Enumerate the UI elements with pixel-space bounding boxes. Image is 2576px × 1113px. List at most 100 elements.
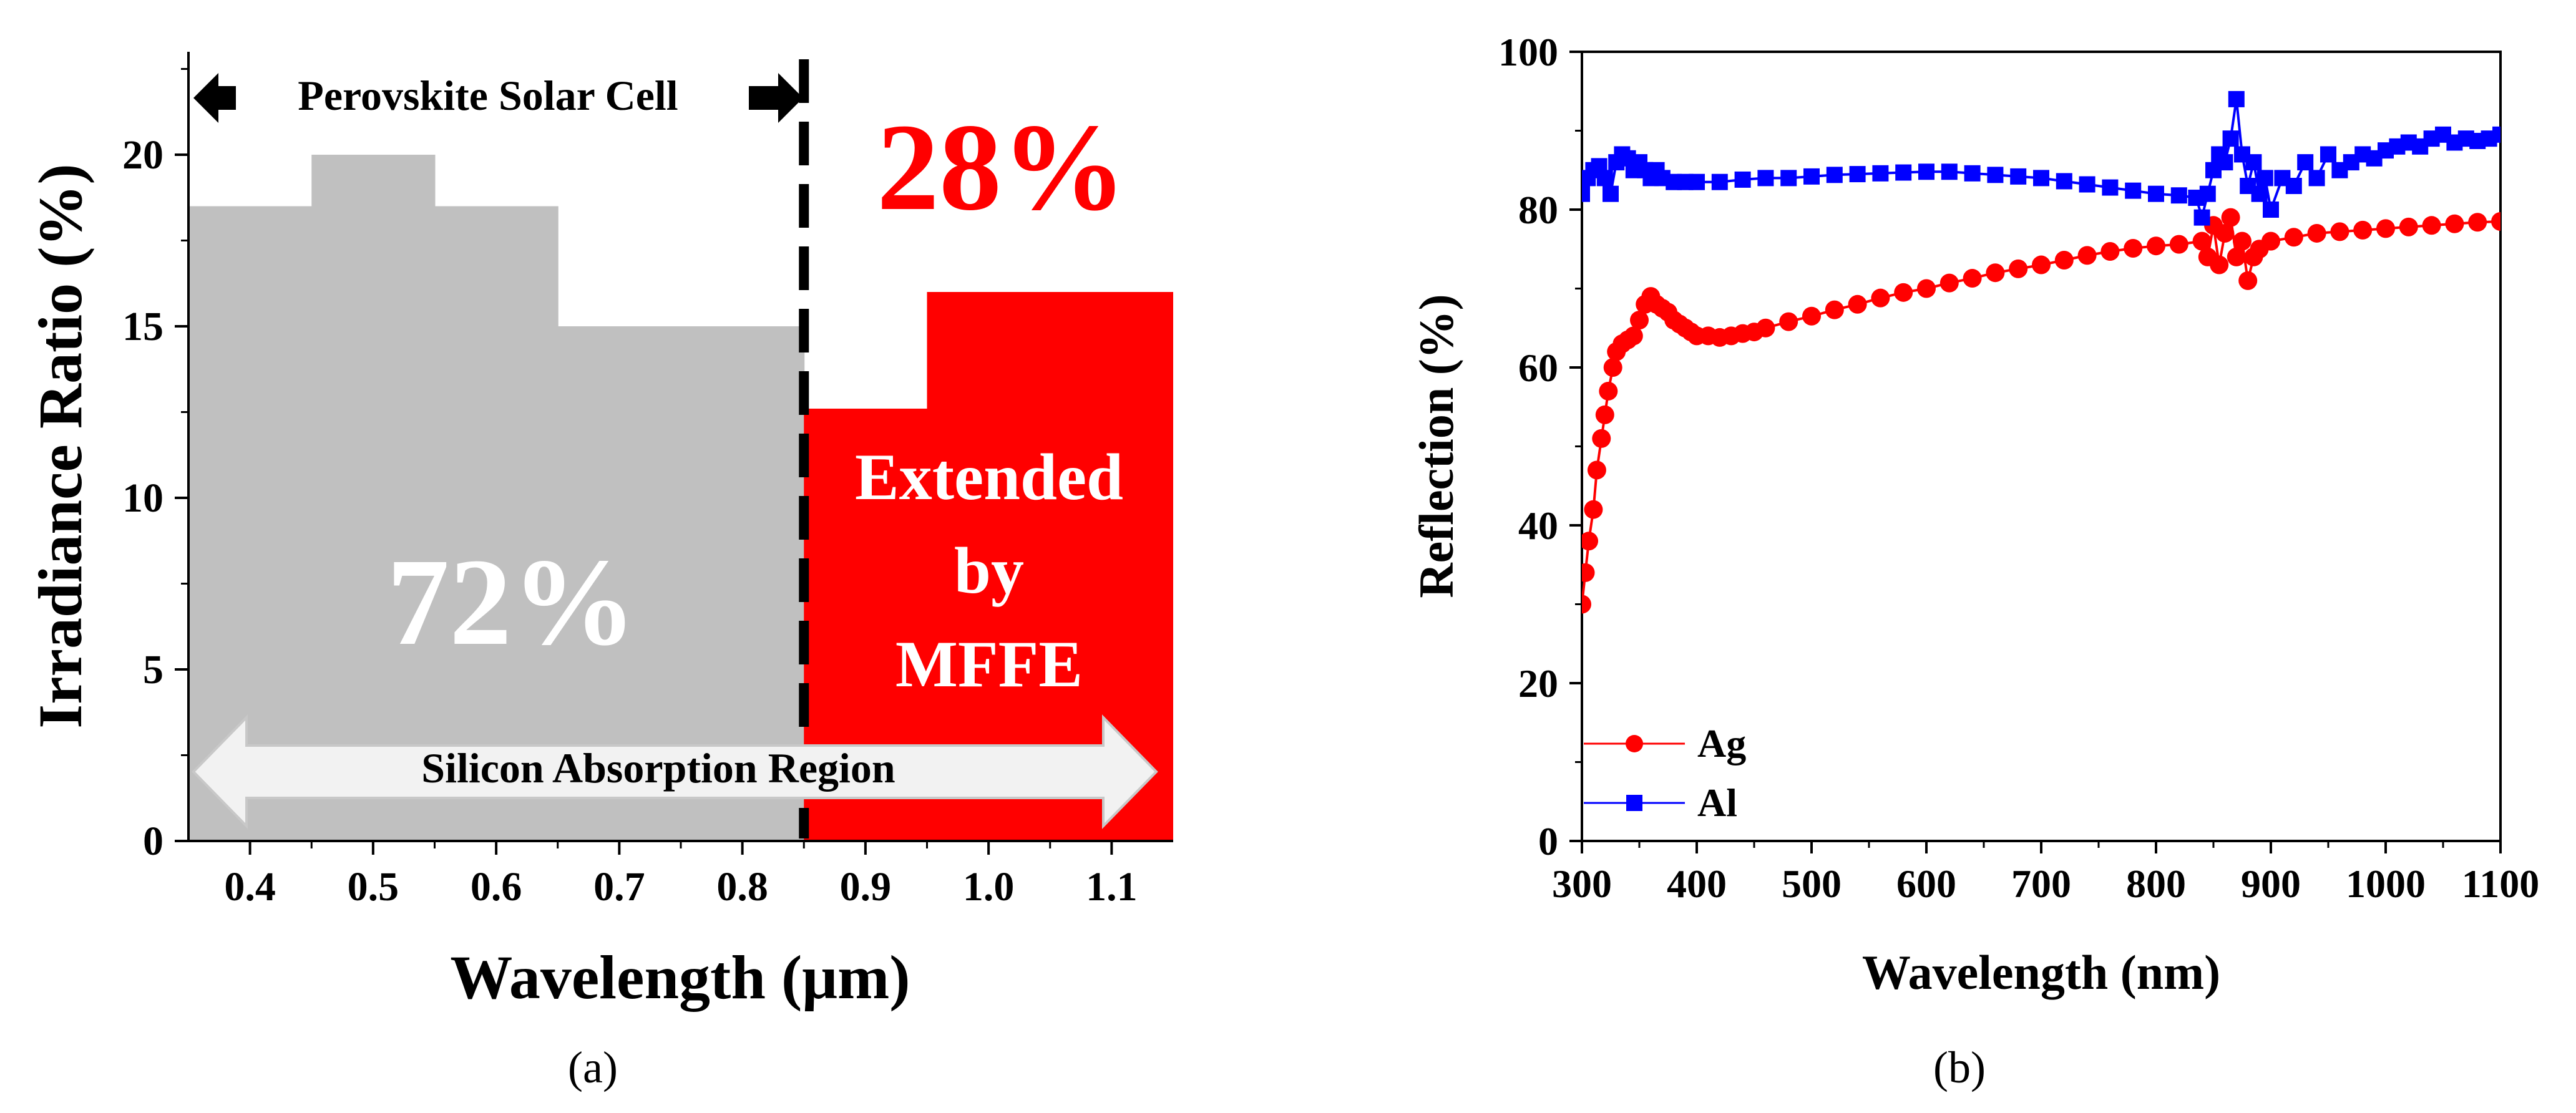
data-point-al (1734, 171, 1751, 188)
data-point-ag (2169, 235, 2188, 254)
x-tick-label: 600 (1896, 862, 1956, 906)
pct-extended-label: 28% (877, 99, 1126, 236)
y-tick-label: 0 (143, 819, 163, 864)
data-point-al (2263, 202, 2279, 218)
panel-label: (a) (568, 1043, 618, 1092)
data-point-al (2217, 154, 2233, 171)
right-arrow-icon (749, 73, 803, 123)
data-point-ag (2376, 219, 2395, 238)
data-point-ag (2210, 255, 2229, 275)
data-point-ag (1825, 300, 1844, 319)
data-point-ag (2054, 250, 2074, 270)
x-tick-label: 400 (1667, 862, 1727, 906)
data-point-ag (2399, 217, 2418, 236)
data-point-ag (1848, 294, 1867, 314)
data-point-al (2308, 170, 2325, 187)
data-point-al (1757, 170, 1774, 187)
data-point-ag (1582, 532, 1599, 551)
data-point-ag (1871, 288, 1890, 308)
data-point-ag (2468, 213, 2487, 232)
x-tick-label: 800 (2126, 862, 2186, 906)
panel-label: (b) (1933, 1043, 1986, 1092)
legend-label-al: Al (1697, 780, 1737, 825)
data-point-ag (1802, 306, 1821, 326)
x-tick-label: 1.1 (1086, 864, 1138, 910)
data-point-ag (2124, 238, 2143, 258)
data-point-ag (2009, 259, 2028, 278)
x-tick-label: 300 (1552, 862, 1612, 906)
data-point-ag (1592, 429, 1611, 448)
extended-label-line2: by (954, 534, 1024, 607)
perovskite-annotation: Perovskite Solar Cell (298, 72, 678, 119)
chart-panel-a: 0.4 0.5 0.6 0.7 0.8 0.9 1.0 1.1 0 5 10 15 20 Perovsk… (26, 52, 1173, 1092)
ticks: 0.4 0.5 0.6 0.7 0.8 0.9 1.0 1.1 0 5 10 15 20 (122, 68, 1138, 910)
data-point-al (2125, 182, 2142, 199)
data-point-al (1603, 185, 1619, 202)
data-point-ag (1582, 563, 1595, 582)
data-point-al (1803, 168, 1820, 185)
data-point-al (1596, 170, 1613, 187)
data-point-ag (1963, 269, 1982, 288)
left-arrow-icon (193, 73, 236, 123)
y-tick-label: 20 (1518, 661, 1558, 706)
y-axis-title: Reflection (%) (1409, 294, 1463, 598)
data-point-ag (2147, 236, 2165, 256)
bar-2 (434, 206, 559, 841)
data-point-al (2033, 170, 2049, 187)
data-point-al (2256, 170, 2273, 187)
y-tick-label: 0 (1538, 819, 1558, 863)
y-tick-label: 60 (1518, 346, 1558, 390)
bar-1 (311, 155, 436, 841)
data-point-ag (2100, 242, 2120, 261)
x-tick-label: 0.9 (840, 864, 892, 910)
data-point-al (2148, 185, 2164, 202)
data-point-al (1918, 163, 1934, 180)
data-point-ag (2238, 271, 2258, 290)
x-tick-label: 1.0 (963, 864, 1015, 910)
data-point-ag (2233, 231, 2252, 251)
data-point-ag (1584, 500, 1603, 519)
x-tick-label: 0.7 (593, 864, 645, 910)
y-tick-label: 40 (1518, 503, 1558, 548)
extended-label-line3: MFFE (895, 628, 1083, 701)
x-tick-label: 700 (2011, 862, 2071, 906)
x-tick-label: 900 (2241, 862, 2301, 906)
data-point-ag (2215, 223, 2235, 243)
silicon-annotation: Silicon Absorption Region (421, 744, 895, 792)
y-tick-label: 10 (122, 475, 163, 521)
data-point-al (2245, 154, 2262, 171)
data-point-ag (1630, 311, 1649, 330)
data-point-ag (2353, 220, 2373, 240)
data-point-al (1780, 170, 1797, 187)
data-point-ag (2307, 223, 2326, 243)
x-axis-title: Wavelength (nm) (1862, 945, 2220, 999)
data-point-al (1941, 163, 1958, 180)
y-axis-title: Irradiance Ratio (%) (26, 163, 95, 728)
x-tick-label: 0.4 (224, 864, 276, 910)
bar-0 (188, 206, 313, 841)
data-point-al (1964, 165, 1981, 182)
x-tick-label: 1000 (2346, 862, 2426, 906)
data-point-ag (1582, 595, 1591, 614)
data-point-al (2222, 130, 2239, 147)
y-tick-label: 15 (122, 304, 163, 349)
data-point-al (1895, 164, 1912, 181)
series-group (1582, 90, 2500, 614)
data-point-ag (1986, 263, 2005, 283)
data-point-al (2251, 185, 2268, 202)
data-point-ag (2192, 231, 2212, 251)
data-point-ag (1756, 318, 1775, 338)
data-point-al (2297, 154, 2314, 171)
data-point-al (2193, 209, 2210, 226)
data-point-ag (2445, 214, 2464, 233)
y-tick-label: 80 (1518, 188, 1558, 232)
data-point-al (1872, 165, 1889, 182)
data-point-ag (1603, 358, 1622, 377)
data-point-ag (1595, 405, 1614, 424)
data-point-al (2199, 185, 2216, 202)
x-tick-label: 500 (1782, 862, 1842, 906)
data-point-al (2170, 187, 2187, 204)
data-point-al (2079, 176, 2095, 193)
y-tick-label: 5 (143, 647, 163, 693)
